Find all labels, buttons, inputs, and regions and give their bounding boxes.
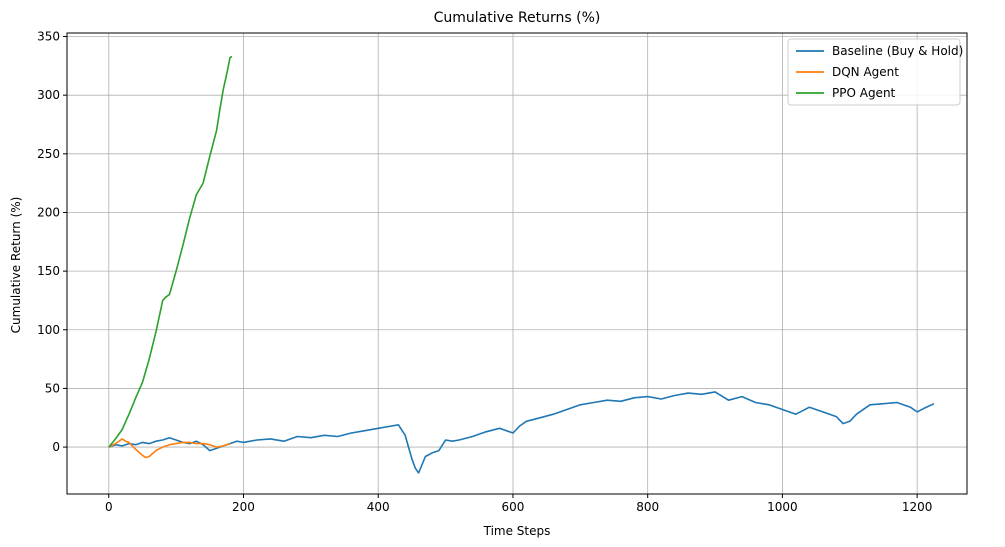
x-tick-label: 200 (232, 500, 255, 514)
x-tick-label: 1000 (767, 500, 798, 514)
y-tick-label: 250 (37, 147, 60, 161)
y-tick-label: 0 (52, 440, 60, 454)
series-line-dqn-agent (108, 438, 231, 459)
x-axis-label: Time Steps (483, 524, 551, 538)
series-layer (108, 55, 935, 474)
legend-box (787, 38, 961, 106)
y-tick-label: 50 (45, 381, 60, 395)
y-tick-label: 150 (37, 264, 60, 278)
y-tick-label: 300 (37, 88, 60, 102)
x-tick-label: 0 (105, 500, 113, 514)
series-line-ppo-agent (108, 55, 233, 448)
x-tick-label: 600 (502, 500, 525, 514)
y-tick-label: 200 (37, 205, 60, 219)
y-tick-label: 350 (37, 30, 60, 44)
x-tick-label: 1200 (902, 500, 933, 514)
legend-label: PPO Agent (832, 86, 896, 100)
chart-title: Cumulative Returns (%) (434, 10, 601, 26)
plot-frame (66, 32, 968, 495)
y-axis-label: Cumulative Return (%) (9, 197, 23, 334)
legend-label: Baseline (Buy & Hold) (832, 44, 963, 58)
x-tick-label: 800 (636, 500, 659, 514)
x-tick-label: 400 (367, 500, 390, 514)
legend: Baseline (Buy & Hold) DQN Agent PPO Agent (787, 38, 963, 106)
legend-label: DQN Agent (832, 65, 899, 79)
ticks: 0 200 400 600 800 1000 1200 0 50 100 150 200 250 300 3… (37, 30, 932, 514)
y-tick-label: 100 (37, 323, 60, 337)
